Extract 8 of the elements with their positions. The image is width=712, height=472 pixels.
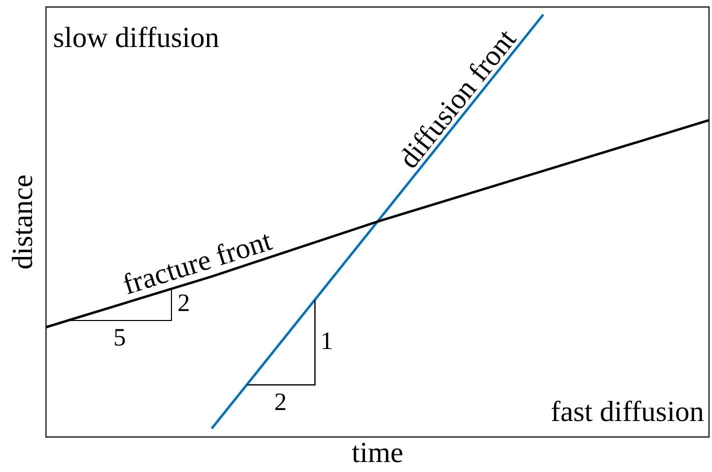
annotation: 1 [320,328,334,356]
annotation: 2 [274,389,287,416]
annotation: 2 [177,290,190,318]
annotation: fast diffusion [550,396,704,428]
annotation: slow diffusion [53,22,220,54]
y-axis-title: distance [7,174,40,270]
annotation: 5 [113,324,126,352]
x-axis-title: time [352,437,404,470]
